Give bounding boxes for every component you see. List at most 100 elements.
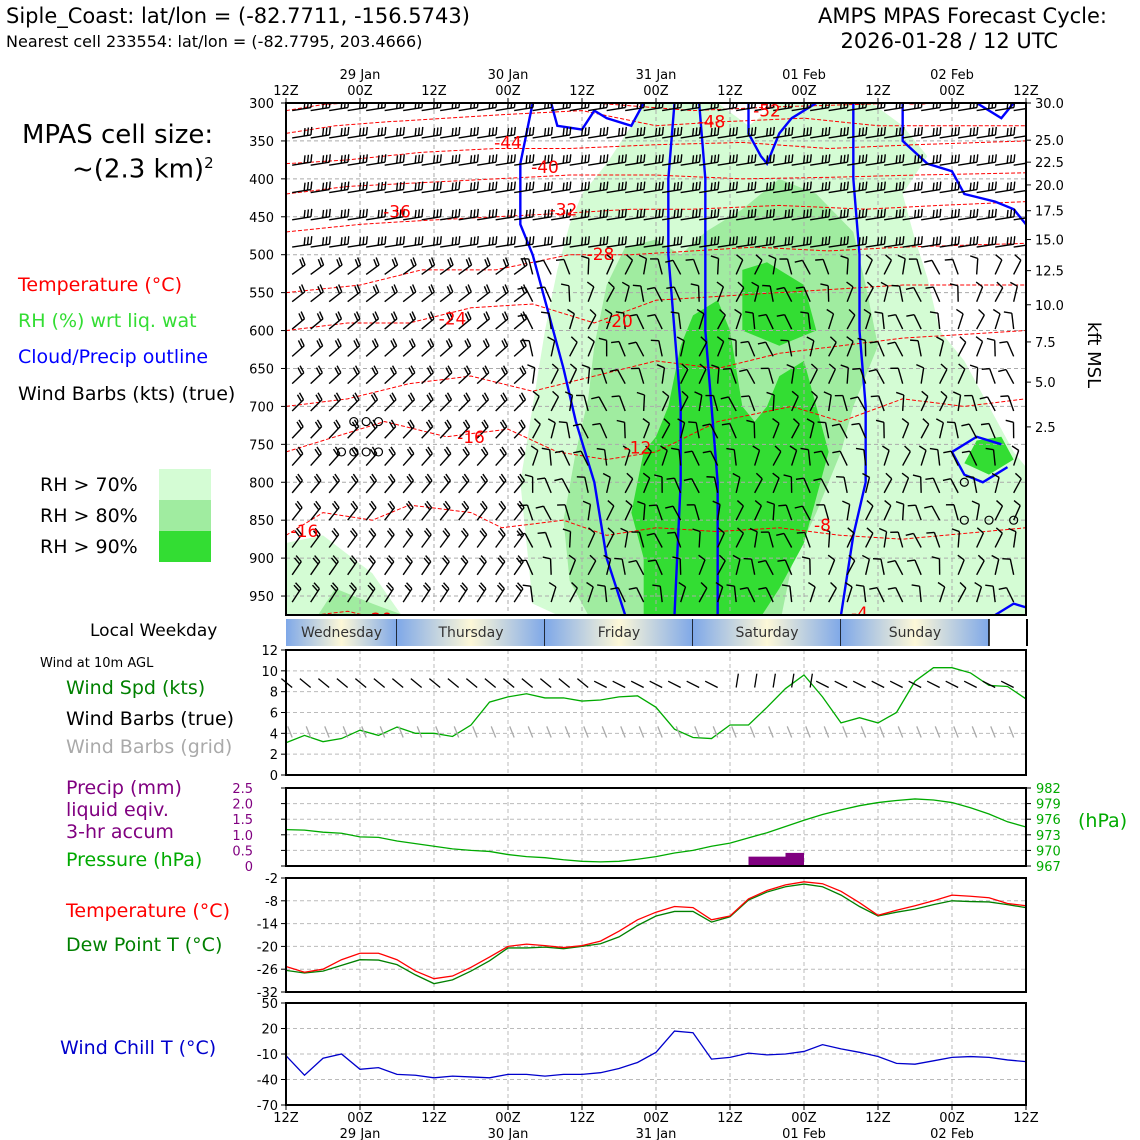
wind-barb-feather [755, 472, 763, 480]
wind-barb-feather [843, 103, 846, 109]
kft-tick-label: 2.5 [1035, 421, 1056, 436]
wind-barb-feather [661, 181, 664, 190]
wind-barb [804, 532, 811, 548]
wind-barb-feather [317, 258, 322, 267]
wind-barb-feather [898, 154, 902, 163]
wind-barb-feather [389, 367, 395, 376]
wind-barb-feather [654, 209, 658, 218]
wind-barb-feather [298, 392, 305, 401]
wind-barb-feather [1006, 103, 1009, 109]
wind-barb [600, 368, 608, 384]
wind-barb [883, 478, 893, 494]
wind-barb-feather [843, 236, 846, 245]
wind-barb-feather [846, 154, 849, 163]
y-tick-label: -2 [265, 872, 278, 887]
wind-barb-feather [768, 254, 777, 260]
wind-barb-feather [380, 209, 384, 218]
wind-barb-feather [843, 182, 846, 191]
wind-barb [548, 313, 552, 330]
wind-barb-feather [352, 500, 359, 509]
y-tick-label: 10 [261, 665, 278, 680]
wind-barb-feather [747, 237, 750, 246]
wind-barb [673, 286, 682, 303]
wind-barb-feather [317, 286, 322, 294]
wind-barb-feather [824, 127, 828, 136]
wind-barb-feather [513, 208, 516, 217]
wind-barb-feather [520, 419, 526, 428]
wind-barb-feather [510, 182, 513, 191]
wind-barb-feather [480, 555, 487, 563]
wind-barb-feather [525, 103, 528, 109]
wind-barb-feather [332, 475, 339, 484]
wind-barb [550, 586, 557, 603]
pressure-tick-label: 979 [1036, 798, 1061, 813]
wind-barb-feather [377, 155, 380, 164]
wind-barb-feather [349, 530, 357, 538]
wind-barb [916, 258, 922, 275]
wind-barb-feather [439, 154, 442, 163]
wind-barb-feather [407, 500, 414, 509]
wind-barb-feather [465, 392, 471, 401]
wind-barb-feather [444, 527, 451, 536]
wind-barb [913, 287, 922, 303]
wind-barb-feather [732, 472, 741, 478]
wind-barb-feather [392, 311, 398, 320]
x-tick-label-top: 12Z [421, 84, 447, 99]
wind-barb-feather [569, 181, 572, 190]
wind-barb-grid [305, 726, 312, 738]
wind-barb-feather [942, 478, 951, 482]
wind-barb-feather [297, 367, 303, 376]
wind-barb [733, 449, 737, 466]
wind-barb-feather [335, 419, 341, 428]
wind-barb-feather [646, 532, 655, 536]
wind-barb-feather [591, 396, 600, 400]
wind-barb-feather [866, 281, 874, 289]
wind-barb-feather [374, 311, 380, 320]
wind-barb-feather [745, 311, 754, 314]
wind-barb-feather [865, 181, 868, 190]
wind-barb [994, 259, 1003, 275]
wind-barb-feather [443, 448, 450, 457]
wind-barb [952, 259, 959, 275]
legend-wind-true: Wind Barbs (true) [66, 708, 235, 730]
wind-barb-feather [787, 154, 791, 163]
wind-barb-feather [417, 127, 421, 136]
wind-barb-feather [332, 555, 339, 563]
wind-barb-feather [473, 127, 476, 136]
wind-barb-feather [661, 208, 664, 217]
wind-barb [716, 504, 721, 521]
wind-barb-feather [1032, 100, 1033, 108]
wind-barb [937, 449, 941, 466]
wind-barb-feather [876, 182, 880, 191]
wind-barb [957, 587, 967, 603]
wind-barb [643, 477, 651, 494]
wind-barb-feather [313, 582, 320, 590]
wind-barb-feather [786, 363, 795, 369]
wind-barb-feather [425, 527, 432, 536]
wind-barb-feather [430, 284, 435, 293]
wind-barb-feather [390, 446, 396, 455]
wind-barb-feather [935, 182, 939, 191]
wind-barb [640, 285, 645, 302]
wind-barb-feather [1011, 445, 1020, 451]
wind-barb [898, 285, 904, 302]
pressure-tick-label: 850 [249, 514, 274, 529]
pressure-tick-label: 750 [249, 438, 274, 453]
wind-barb-feather [362, 236, 365, 245]
wind-barb-feather [866, 500, 874, 507]
wind-barb-feather [769, 182, 772, 191]
wind-barb-feather [743, 557, 752, 560]
wind-barb-feather [525, 237, 528, 246]
wind-barb-feather [787, 103, 790, 109]
wind-barb [765, 560, 774, 576]
wind-barb-feather [658, 209, 661, 218]
wind-barb-feather [865, 208, 868, 217]
wind-barb [957, 341, 967, 357]
wind-barb-feather [713, 103, 716, 109]
wind-barb-feather [617, 127, 621, 137]
wind-barb-feather [306, 127, 310, 136]
wind-barb-feather [510, 127, 513, 136]
wind-barb-feather [950, 103, 953, 109]
wind-barb-feather [784, 127, 787, 137]
